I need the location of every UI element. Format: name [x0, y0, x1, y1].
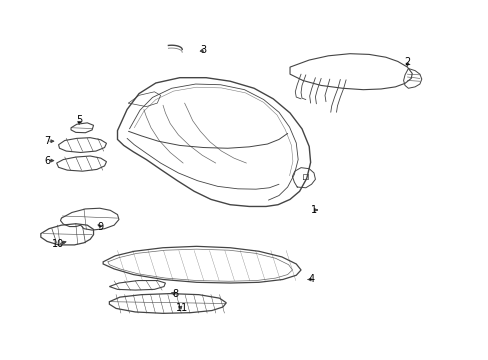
Text: 4: 4 — [308, 274, 314, 284]
Text: 11: 11 — [176, 303, 188, 313]
Text: 2: 2 — [404, 57, 410, 67]
Text: 10: 10 — [51, 239, 63, 249]
Text: 5: 5 — [76, 115, 82, 125]
Text: 3: 3 — [200, 45, 206, 55]
Text: 8: 8 — [172, 289, 178, 298]
Text: 6: 6 — [44, 156, 50, 166]
Text: 9: 9 — [98, 221, 103, 231]
Text: 1: 1 — [310, 205, 316, 215]
Text: 7: 7 — [44, 136, 50, 146]
